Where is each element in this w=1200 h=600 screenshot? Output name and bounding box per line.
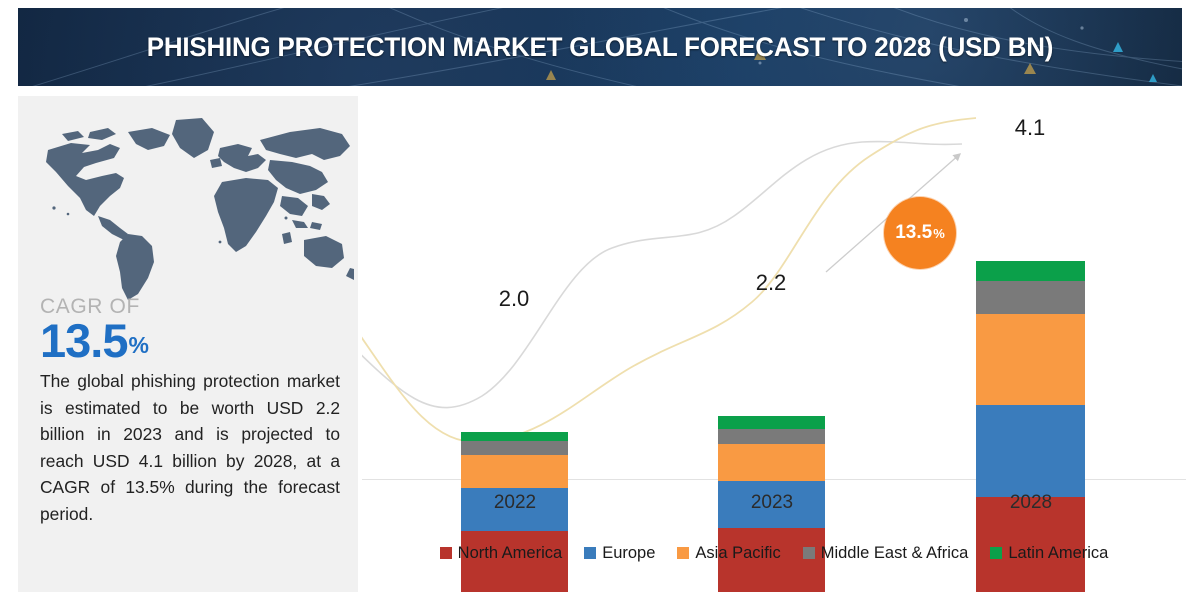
segment-europe-2023[interactable] bbox=[718, 481, 825, 528]
legend-swatch-middle-east-africa bbox=[802, 547, 815, 559]
legend-item-latin-america[interactable]: Latin America bbox=[990, 544, 1108, 563]
legend-item-asia-pacific[interactable]: Asia Pacific bbox=[677, 543, 781, 563]
segment-north-america-2022[interactable] bbox=[461, 531, 568, 592]
segment-asia-pacific-2023[interactable] bbox=[718, 444, 825, 481]
x-axis-label-2022: 2022 bbox=[493, 492, 537, 513]
bar-value-2022: 2.0 bbox=[498, 286, 530, 311]
cagr-value: 13.5 bbox=[40, 314, 128, 367]
bar-2023[interactable] bbox=[718, 416, 825, 592]
x-axis-label-2028: 2028 bbox=[1009, 492, 1053, 513]
left-summary-panel: CAGR OF 13.5 % The global phishing prote… bbox=[18, 96, 358, 592]
legend-label-middle-east-africa: Middle East & Africa bbox=[820, 543, 969, 562]
segment-europe-2028[interactable] bbox=[976, 405, 1085, 497]
bar-value-2023: 2.2 bbox=[755, 270, 787, 295]
x-axis-label-2023: 2023 bbox=[750, 492, 794, 513]
cagr-bubble-badge[interactable]: 13.5 % bbox=[884, 197, 956, 269]
cagr-value-row: 13.5 % bbox=[40, 314, 340, 367]
cagr-bubble-percent: % bbox=[933, 225, 945, 241]
legend-swatch-europe bbox=[584, 547, 597, 559]
segment-asia-pacific-2028[interactable] bbox=[976, 314, 1085, 405]
segment-middle-east-africa-2022[interactable] bbox=[461, 441, 568, 455]
legend-label-asia-pacific: Asia Pacific bbox=[695, 543, 781, 562]
cagr-label: CAGR OF bbox=[40, 295, 140, 318]
bar-2022[interactable] bbox=[461, 432, 568, 592]
segment-latin-america-2028[interactable] bbox=[976, 261, 1085, 281]
bar-2028[interactable] bbox=[976, 261, 1085, 592]
chart-legend: North America Europe Asia Pacific Middle… bbox=[362, 540, 1186, 566]
segment-europe-2022[interactable] bbox=[461, 488, 568, 531]
header-banner: PHISHING PROTECTION MARKET GLOBAL FORECA… bbox=[18, 8, 1182, 86]
bar-value-2028: 4.1 bbox=[1014, 115, 1046, 140]
segment-asia-pacific-2022[interactable] bbox=[461, 455, 568, 488]
cagr-percent-symbol: % bbox=[128, 332, 149, 359]
legend-swatch-latin-america bbox=[990, 547, 1003, 559]
segment-middle-east-africa-2028[interactable] bbox=[976, 281, 1085, 314]
legend-label-europe: Europe bbox=[602, 543, 656, 562]
legend-item-north-america[interactable]: North America bbox=[439, 543, 563, 563]
page-title: PHISHING PROTECTION MARKET GLOBAL FORECA… bbox=[146, 31, 1054, 62]
cagr-bubble-value: 13.5 bbox=[895, 222, 933, 243]
legend-item-europe[interactable]: Europe bbox=[584, 544, 655, 563]
legend-item-middle-east-africa[interactable]: Middle East & Africa bbox=[802, 543, 969, 563]
segment-north-america-2028[interactable] bbox=[976, 497, 1085, 592]
segment-latin-america-2022[interactable] bbox=[461, 432, 568, 441]
legend-label-north-america: North America bbox=[457, 543, 563, 562]
segment-latin-america-2023[interactable] bbox=[718, 416, 825, 429]
stacked-bar-chart: 2.0 2022 2.2 2023 4.1 2028 bbox=[362, 96, 1186, 592]
legend-label-latin-america: Latin America bbox=[1008, 543, 1109, 562]
legend-swatch-north-america bbox=[439, 547, 452, 559]
cagr-block: CAGR OF 13.5 % The global phishing prote… bbox=[40, 296, 340, 527]
market-description: The global phishing protection market is… bbox=[40, 371, 340, 524]
segment-middle-east-africa-2023[interactable] bbox=[718, 429, 825, 444]
segment-north-america-2023[interactable] bbox=[718, 528, 825, 592]
network-pattern-icon bbox=[32, 8, 1182, 86]
legend-swatch-asia-pacific bbox=[677, 547, 690, 559]
world-map-icon bbox=[24, 110, 354, 300]
